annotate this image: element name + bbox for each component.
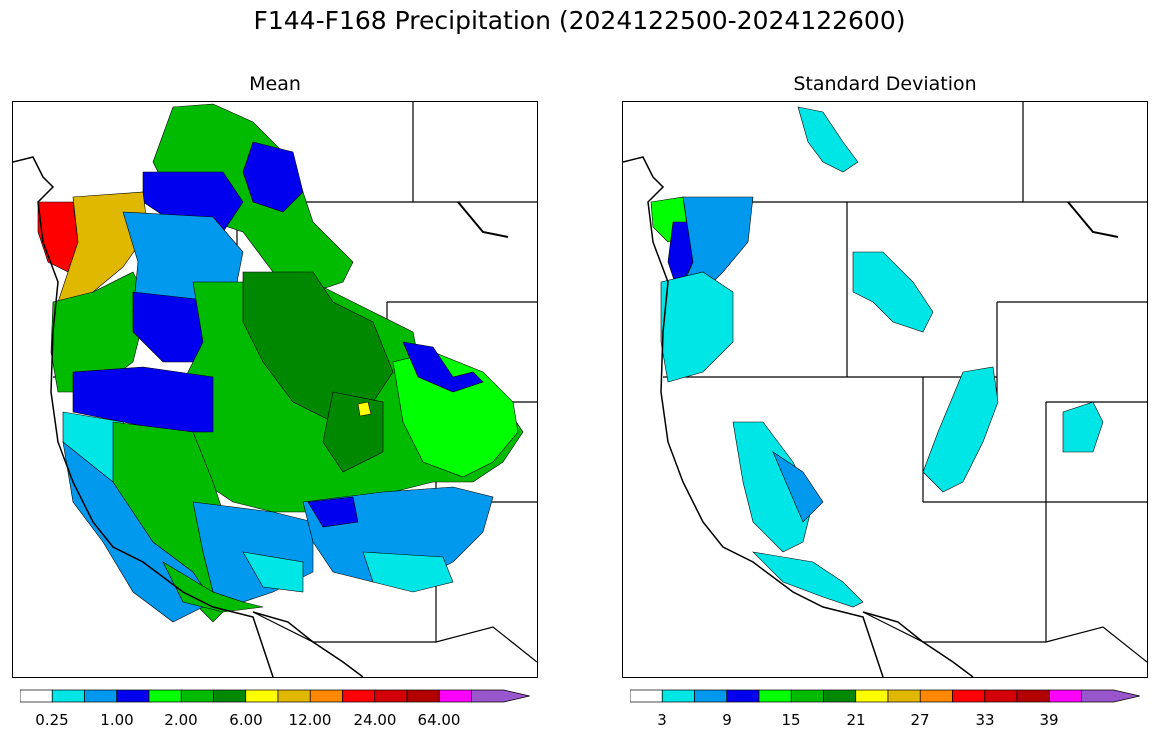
mean-colorbar [20, 689, 530, 703]
colorbar-segment [245, 689, 279, 703]
mean-tick-label: 6.00 [229, 711, 263, 729]
arizona-cyan [242, 551, 304, 593]
colorbar-segment [661, 689, 695, 703]
colorbar-segment [309, 689, 343, 703]
idaho-cyan [852, 251, 934, 333]
colorbar-segment [758, 689, 792, 703]
coastline [623, 156, 884, 677]
colorbar-segment [823, 689, 857, 703]
stddev-tick-label: 39 [1039, 711, 1059, 729]
mean-tick-label: 2.00 [164, 711, 198, 729]
colorbar-segment [84, 689, 118, 703]
stddev-tick-label: 9 [722, 711, 732, 729]
colorbar-segment [406, 689, 440, 703]
stddev-tick-label: 3 [657, 711, 667, 729]
stddev-map [622, 101, 1148, 678]
colorbar-segment [116, 689, 150, 703]
stddev-tick-label: 15 [781, 711, 801, 729]
mean-tick-label: 1.00 [100, 711, 134, 729]
colorbar-segment [919, 689, 953, 703]
canada-border-line [412, 102, 537, 203]
colorbar-segment [855, 689, 889, 703]
stddev-colorbar [630, 689, 1140, 703]
colorado-bright [392, 351, 519, 478]
mexico-border [862, 611, 974, 677]
north-blue-basin [242, 141, 304, 213]
mean-tick-label: 64.00 [417, 711, 461, 729]
colorbar-extend-arrow [1081, 689, 1140, 703]
stddev-panel-title: Standard Deviation [793, 73, 977, 95]
stddev-tick-label: 33 [975, 711, 995, 729]
colorbar-segment [20, 689, 53, 703]
colorbar-segment [1048, 689, 1082, 703]
mean-map [12, 101, 538, 678]
colorbar-segment [438, 689, 472, 703]
colorbar-segment [1016, 689, 1050, 703]
colorbar-segment [630, 689, 663, 703]
stddev-tick-label: 21 [846, 711, 866, 729]
colorbar-segment [952, 689, 986, 703]
mean-tick-label: 12.00 [288, 711, 332, 729]
colorbar-segment [180, 689, 214, 703]
socal-cyan [752, 551, 864, 608]
colorbar-segment [148, 689, 182, 703]
mexico-border [252, 611, 364, 677]
figure-title: F144-F168 Precipitation (2024122500-2024… [253, 6, 906, 35]
colorbar-segment [887, 689, 921, 703]
colorbar-segment [277, 689, 311, 703]
mean-tick-label: 0.25 [35, 711, 69, 729]
colorbar-segment [790, 689, 824, 703]
stddev-tick-label: 27 [910, 711, 930, 729]
mean-colorbar-ticks: 0.25 1.00 2.00 6.00 12.00 24.00 64.00 [20, 711, 532, 733]
salt-lake-yellow [357, 401, 372, 417]
colorbar-segment [342, 689, 376, 703]
colorbar-segment [374, 689, 408, 703]
colorbar-segment [213, 689, 247, 703]
colorbar-extend-arrow [471, 689, 530, 703]
canada-border-line [1022, 102, 1147, 203]
colorbar-segment [726, 689, 760, 703]
socal-green [162, 561, 264, 613]
arizona-blue [307, 496, 359, 528]
colorado-blue [402, 341, 484, 393]
colorbar-segment [984, 689, 1018, 703]
stddev-colorbar-ticks: 3 9 15 21 27 33 39 [630, 711, 1142, 733]
sierra-cyan [732, 421, 814, 553]
colorado-cyan [1062, 401, 1104, 453]
utah-cyan [922, 366, 999, 493]
coastline [13, 156, 274, 677]
mean-panel-title: Mean [249, 73, 301, 95]
mean-tick-label: 24.00 [353, 711, 397, 729]
colorbar-segment [694, 689, 728, 703]
colorbar-segment [51, 689, 85, 703]
north-cyan [797, 106, 859, 173]
coast-cyan [660, 271, 734, 383]
coast-green [50, 271, 149, 393]
sierra-blue [772, 451, 824, 523]
arizona-cyan-2 [362, 551, 454, 593]
